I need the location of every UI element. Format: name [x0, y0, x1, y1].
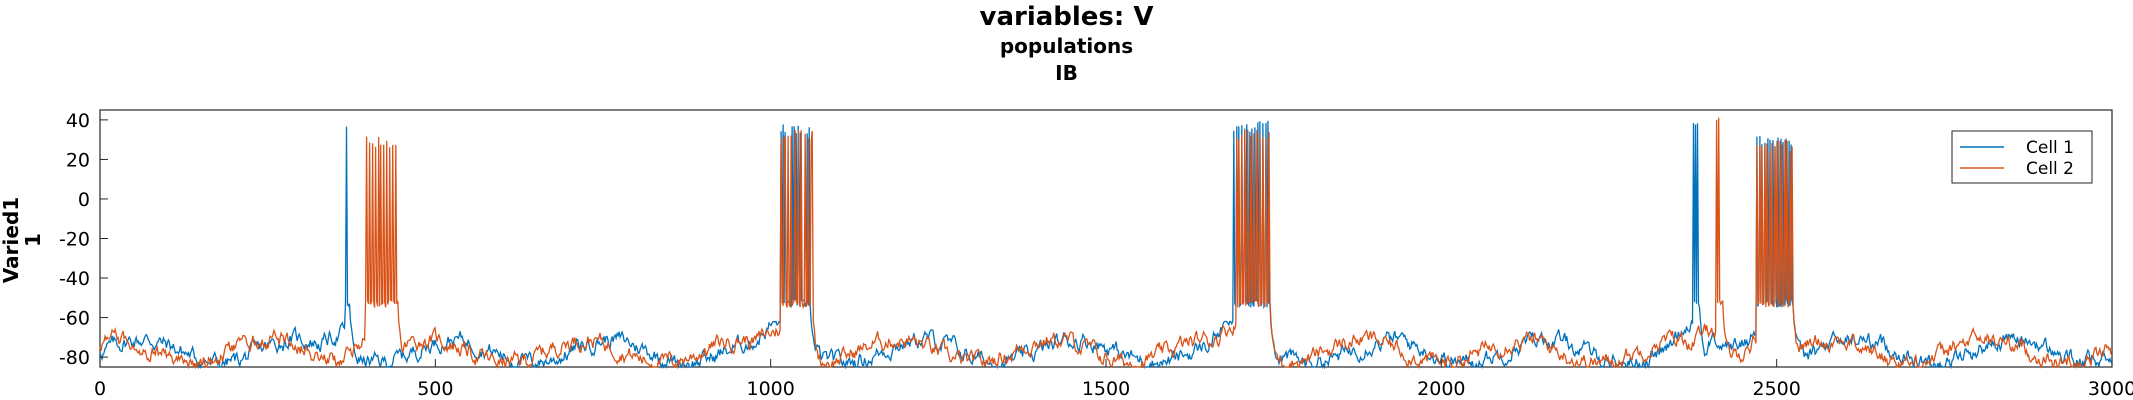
y-tick-label: 20 — [66, 149, 90, 171]
y-tick-label: -20 — [59, 229, 90, 251]
legend-box — [1951, 130, 2093, 184]
series-line-1 — [99, 120, 2113, 370]
series-line-2 — [99, 117, 2113, 370]
figure-subtitle-populations: populations — [999, 34, 1134, 58]
y-axis-label-2: 1 — [21, 233, 45, 247]
x-tick-label: 0 — [94, 378, 106, 400]
plot-area — [99, 109, 2113, 370]
x-tick-label: 1500 — [1082, 378, 1130, 400]
legend-label: Cell 2 — [2026, 159, 2074, 179]
x-tick-label: 2000 — [1417, 378, 1465, 400]
x-tick-label: 500 — [417, 378, 453, 400]
legend-label: Cell 1 — [2026, 138, 2074, 158]
y-tick-label: 0 — [78, 189, 90, 211]
y-tick-label: -40 — [59, 268, 90, 290]
x-tick-label: 3000 — [2088, 378, 2133, 400]
x-tick-label: 2500 — [1752, 378, 1800, 400]
axes-layer: 0 500 1000 1500 2000 2500 3000 40 20 0 -20 -40 -60 -8… — [59, 110, 2133, 400]
x-tick-label: 1000 — [746, 378, 794, 400]
y-axis-label: Varied1 — [0, 197, 23, 283]
y-tick-label: -80 — [59, 347, 90, 369]
axes-box — [99, 109, 2113, 368]
figure-subtitle-ib: IB — [1055, 61, 1078, 85]
y-tick-label: -60 — [59, 308, 90, 330]
y-tick-label: 40 — [66, 110, 90, 132]
figure-title: variables: V — [979, 2, 1154, 32]
series-layer — [99, 117, 2113, 370]
